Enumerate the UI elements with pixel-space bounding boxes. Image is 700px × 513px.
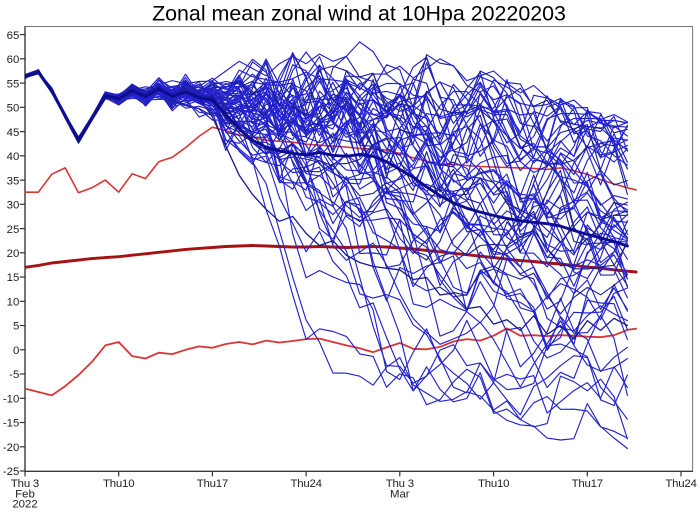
svg-text:Thu10: Thu10	[478, 478, 509, 490]
svg-text:Zonal mean zonal wind at 10Hpa: Zonal mean zonal wind at 10Hpa 20220203	[152, 2, 566, 26]
svg-text:-10: -10	[3, 394, 19, 406]
svg-text:65: 65	[7, 30, 20, 42]
svg-text:40: 40	[7, 151, 20, 163]
svg-text:0: 0	[13, 345, 19, 357]
svg-text:Thu24: Thu24	[290, 478, 321, 490]
svg-text:-20: -20	[3, 442, 19, 454]
svg-text:Thu17: Thu17	[197, 478, 228, 490]
svg-text:55: 55	[7, 78, 20, 90]
svg-text:5: 5	[13, 321, 19, 333]
svg-text:Feb: Feb	[15, 488, 35, 500]
svg-text:15: 15	[7, 272, 20, 284]
svg-text:50: 50	[7, 103, 20, 115]
svg-text:10: 10	[7, 297, 20, 309]
svg-text:25: 25	[7, 224, 20, 236]
svg-text:Thu24: Thu24	[665, 478, 696, 490]
svg-text:Mar: Mar	[390, 488, 410, 500]
svg-text:Thu 3: Thu 3	[386, 478, 414, 490]
svg-text:2022: 2022	[12, 498, 37, 510]
svg-text:-25: -25	[3, 466, 19, 478]
svg-text:-15: -15	[3, 418, 19, 430]
svg-text:-5: -5	[9, 369, 19, 381]
svg-text:60: 60	[7, 54, 20, 66]
svg-text:Thu10: Thu10	[103, 478, 134, 490]
svg-text:45: 45	[7, 127, 20, 139]
svg-text:35: 35	[7, 175, 20, 187]
svg-text:Thu17: Thu17	[572, 478, 603, 490]
svg-text:Thu 3: Thu 3	[11, 478, 39, 490]
svg-text:30: 30	[7, 200, 20, 212]
svg-text:20: 20	[7, 248, 20, 260]
